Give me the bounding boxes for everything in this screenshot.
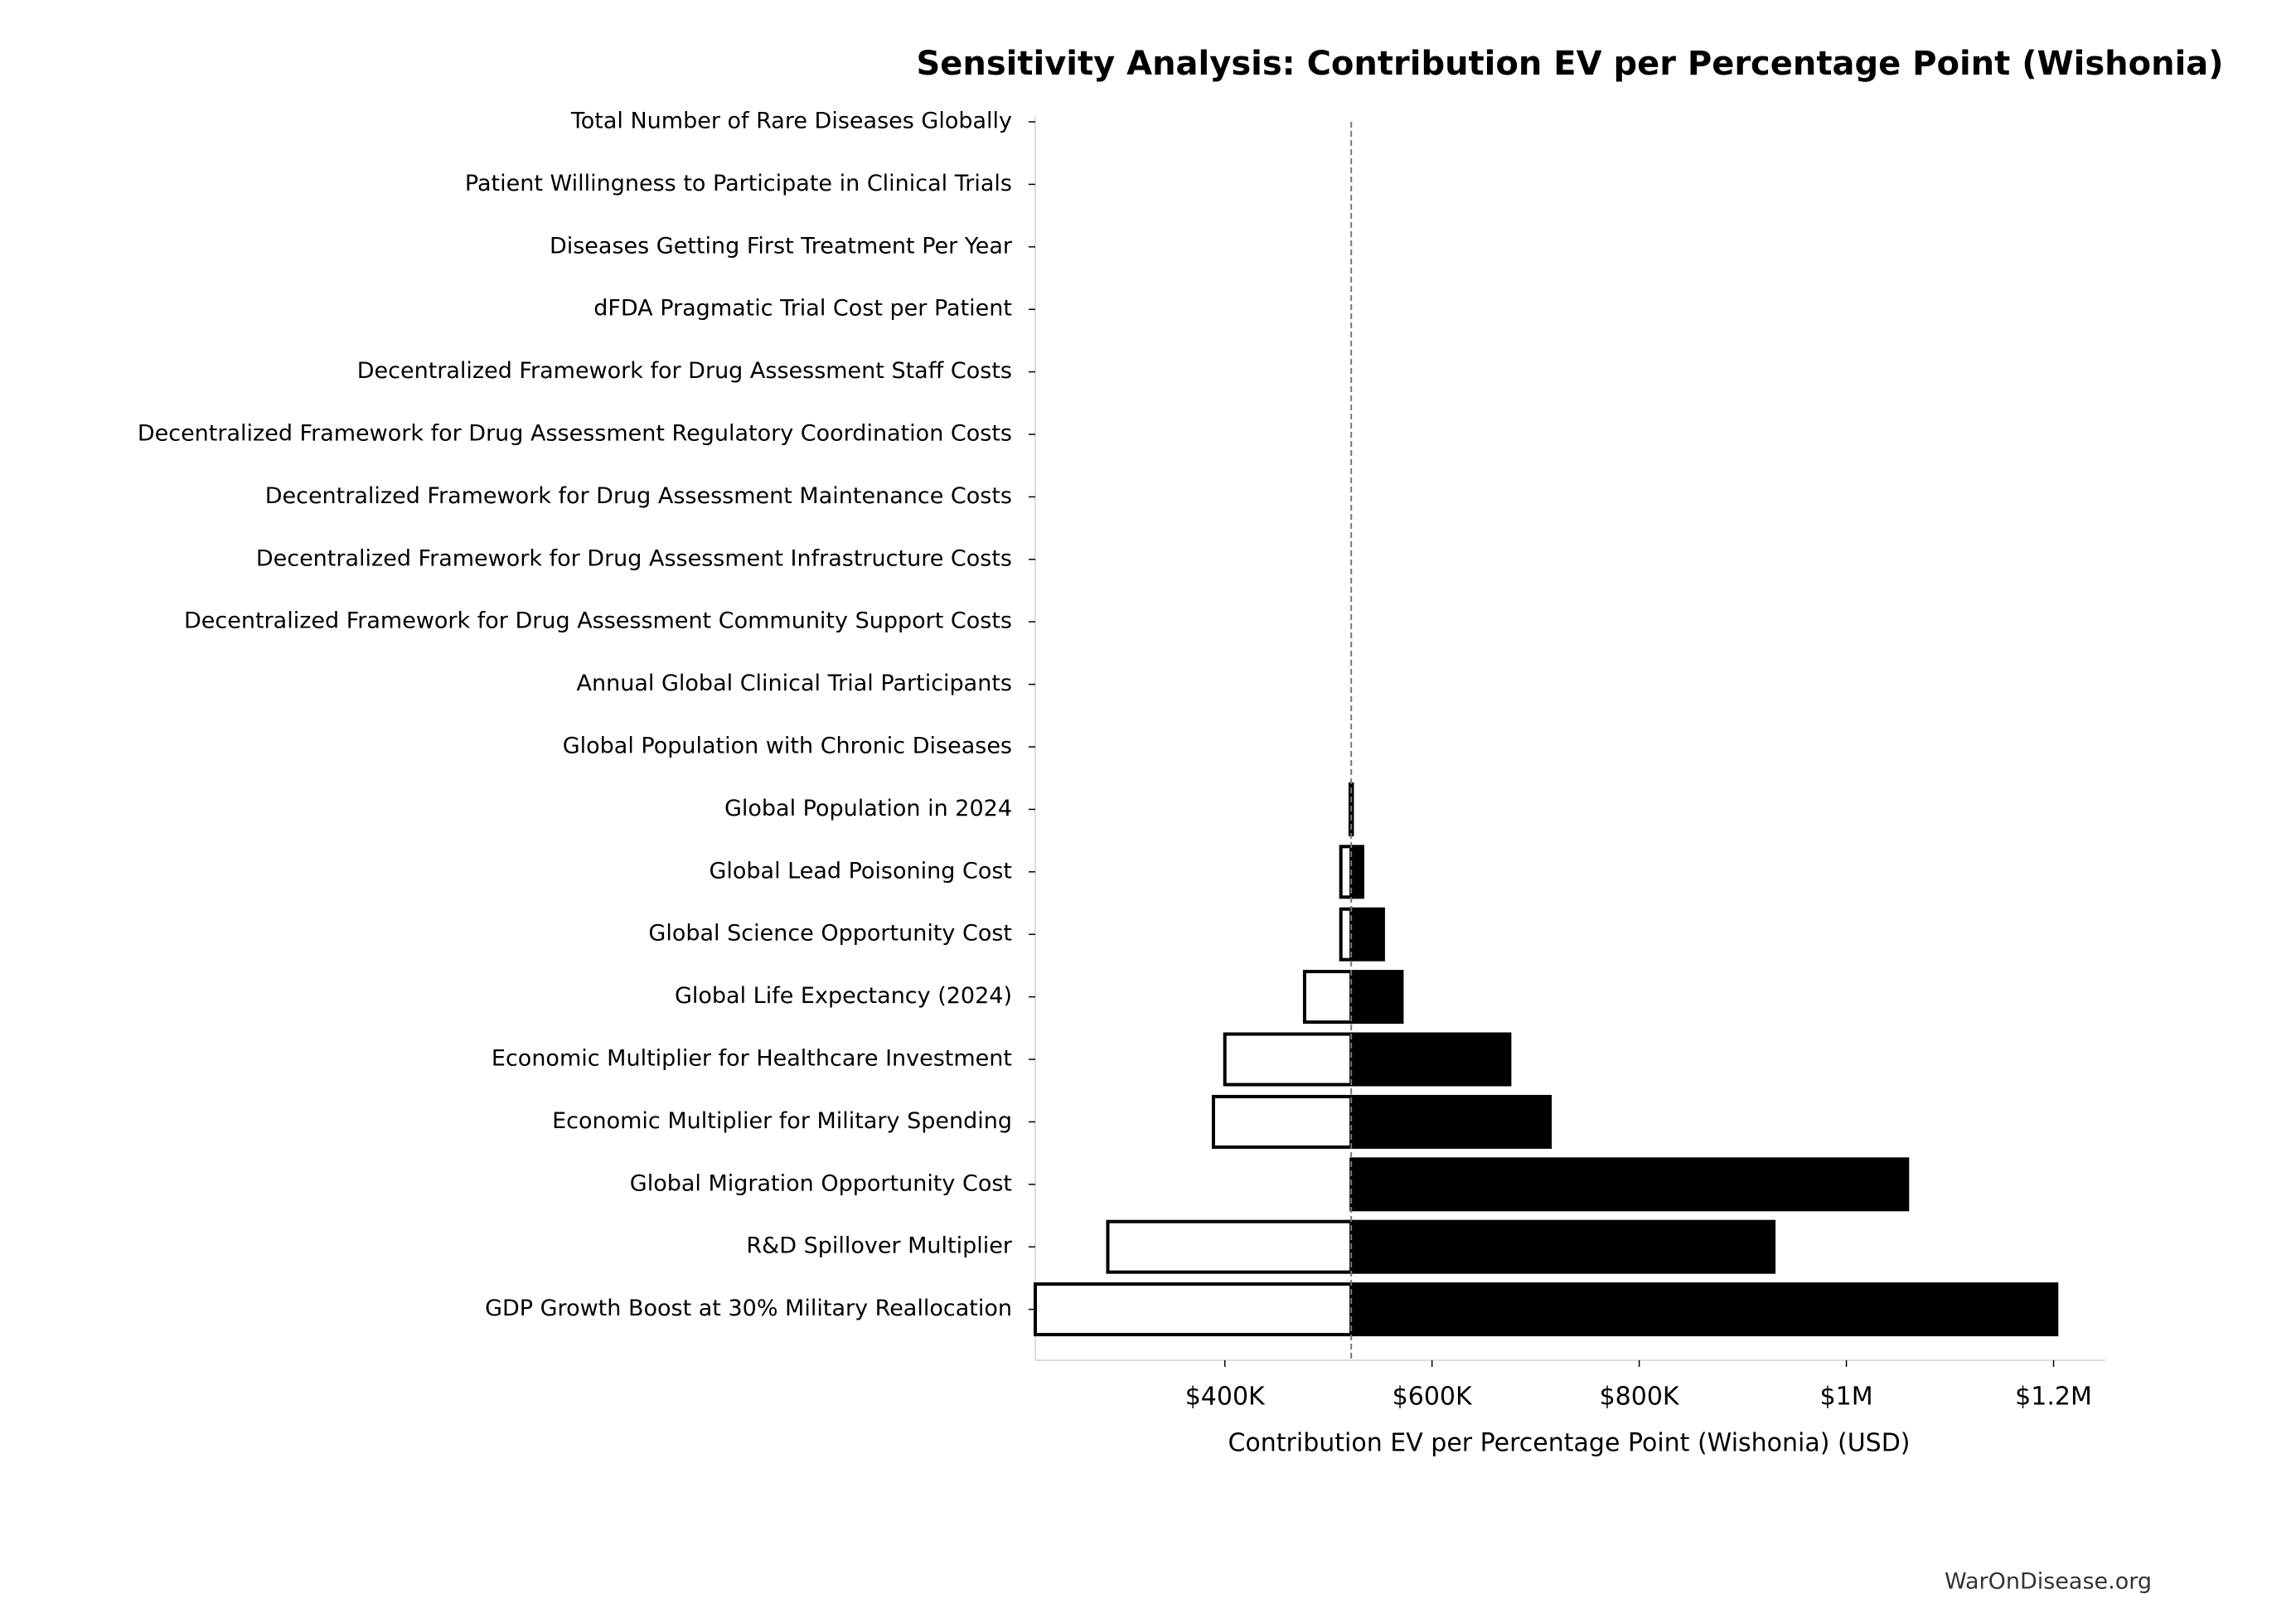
bar: [1302, 970, 1354, 1025]
y-tick-label: GDP Growth Boost at 30% Military Realloc…: [485, 1296, 1012, 1321]
y-tick-label: Total Number of Rare Diseases Globally: [570, 109, 1012, 134]
y-tick-label: Global Science Opportunity Cost: [648, 921, 1012, 947]
y-tick-label: Decentralized Framework for Drug Assessm…: [265, 483, 1012, 509]
y-tick-label: Annual Global Clinical Trial Participant…: [577, 671, 1012, 696]
x-tick-label: $1M: [1820, 1383, 1873, 1412]
y-tick-label: Decentralized Framework for Drug Assessm…: [138, 421, 1012, 447]
bar: [1223, 1032, 1354, 1087]
x-tick-label: $600K: [1393, 1383, 1473, 1412]
y-tick-label: Economic Multiplier for Healthcare Inves…: [492, 1046, 1012, 1072]
x-tick-label: $400K: [1185, 1383, 1266, 1412]
y-tick-label: Global Lead Poisoning Cost: [709, 858, 1012, 884]
y-tick-label: Economic Multiplier for Military Spendin…: [552, 1108, 1012, 1134]
bar: [1349, 1219, 1776, 1274]
y-tick-label: Global Migration Opportunity Cost: [630, 1170, 1012, 1196]
y-tick-label: Decentralized Framework for Drug Assessm…: [184, 608, 1012, 634]
bar: [1106, 1219, 1354, 1274]
bar: [1349, 1157, 1910, 1212]
bar: [1349, 1094, 1552, 1149]
y-tick-label: Decentralized Framework for Drug Assessm…: [357, 358, 1012, 384]
bar: [1349, 907, 1385, 962]
y-tick-label: Patient Willingness to Participate in Cl…: [465, 171, 1012, 196]
bar: [1034, 1282, 1354, 1337]
bar: [1211, 1094, 1354, 1149]
y-tick-label: Global Life Expectancy (2024): [675, 983, 1012, 1009]
chart-title: Sensitivity Analysis: Contribution EV pe…: [916, 45, 2223, 83]
x-axis-label: Contribution EV per Percentage Point (Wi…: [1228, 1429, 1910, 1458]
y-tick-label: Global Population in 2024: [724, 796, 1012, 821]
bar: [1349, 845, 1364, 899]
y-tick-label: R&D Spillover Multiplier: [746, 1233, 1013, 1259]
y-tick-label: Diseases Getting First Treatment Per Yea…: [550, 233, 1013, 259]
bar: [1349, 1032, 1512, 1087]
y-tick-label: dFDA Pragmatic Trial Cost per Patient: [593, 296, 1012, 322]
y-tick-label: Decentralized Framework for Drug Assessm…: [256, 545, 1012, 571]
x-tick-label: $800K: [1600, 1383, 1680, 1412]
x-tick-label: $1.2M: [2015, 1383, 2092, 1412]
bar: [1349, 1282, 2059, 1337]
bar: [1349, 970, 1404, 1025]
y-tick-label: Global Population with Chronic Diseases: [563, 734, 1012, 759]
footer: WarOnDisease.org: [1945, 1569, 2152, 1595]
